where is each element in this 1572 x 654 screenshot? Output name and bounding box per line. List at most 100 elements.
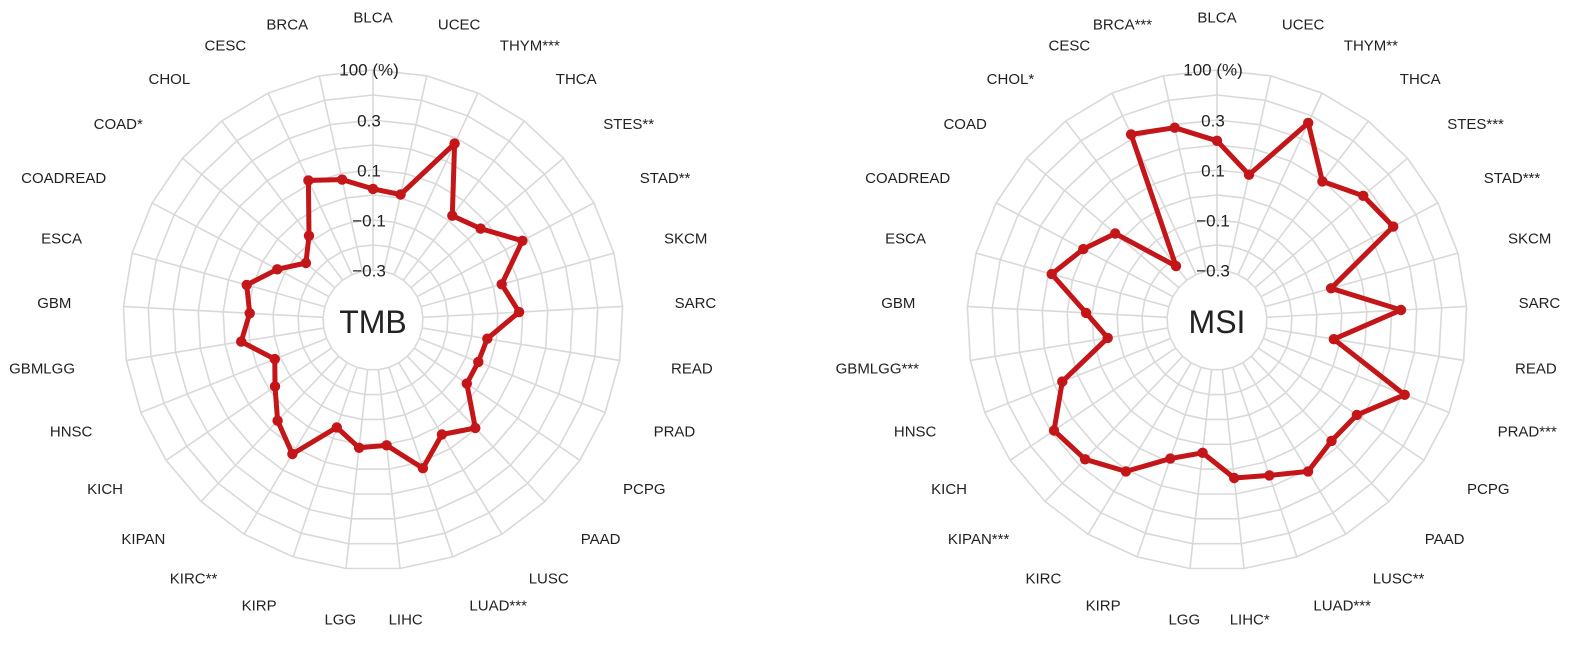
tmb-grid-spoke: [318, 75, 364, 272]
msi-grid-ring: [1091, 194, 1343, 446]
msi-data-point: [1110, 228, 1121, 239]
tmb-ring-labels: 100 (%) 0.3 0.1 −0.1 −0.3: [339, 61, 399, 281]
msi-category-label: CHOL*: [987, 71, 1035, 88]
tmb-grid-spoke: [416, 202, 595, 298]
tmb-category-label: CESC: [205, 37, 247, 54]
msi-grid-ring: [1041, 144, 1393, 495]
tmb-ring-label: 0.1: [357, 162, 381, 181]
msi-data-point: [1358, 190, 1369, 201]
msi-ring-label: 0.1: [1201, 162, 1225, 181]
tmb-data-point: [496, 279, 507, 290]
msi-category-label: STES***: [1447, 116, 1504, 133]
msi-grid-spoke: [1250, 355, 1390, 503]
tmb-data-point: [244, 308, 255, 319]
tmb-radar-grid: [122, 69, 624, 570]
msi-data-point: [1169, 122, 1180, 133]
msi-grid-spoke: [1263, 337, 1450, 414]
msi-category-label: SKCM: [1508, 231, 1551, 248]
msi-category-label: KIRC: [1025, 570, 1061, 587]
tmb-data-point: [447, 210, 458, 221]
tmb-category-label: GBMLGG: [9, 360, 75, 377]
tmb-data-point: [473, 356, 484, 368]
msi-category-label: LGG: [1168, 612, 1200, 629]
tmb-data-point: [300, 257, 312, 269]
tmb-data-point: [331, 422, 342, 433]
msi-category-labels: BLCA UCEC THYM**THCA STES*** STAD*** SKCM SARC…: [836, 10, 1561, 629]
tmb-grid-spoke: [398, 362, 503, 535]
msi-ring-labels: 100 (%) 0.3 0.1 −0.1 −0.3: [1183, 61, 1243, 281]
tmb-category-label: STAD**: [640, 170, 691, 187]
tmb-grid-spoke: [292, 367, 358, 558]
msi-data-point: [1326, 435, 1337, 447]
tmb-category-label: THCA: [556, 71, 597, 88]
msi-category-label: LUSC**: [1373, 570, 1425, 587]
msi-grid-spoke: [984, 337, 1171, 414]
msi-category-label: UCEC: [1282, 17, 1325, 34]
msi-grid-spoke: [1266, 305, 1467, 319]
tmb-category-label: BLCA: [353, 10, 392, 27]
tmb-data-point: [475, 223, 486, 234]
msi-grid-spoke: [1266, 327, 1464, 362]
msi-category-label: KICH: [931, 481, 967, 498]
tmb-category-label: STES**: [603, 116, 654, 133]
msi-category-label: KIRP: [1086, 598, 1121, 615]
msi-data-point: [1211, 135, 1223, 146]
msi-grid-spoke: [1162, 75, 1208, 272]
tmb-data-point: [513, 306, 525, 318]
tmb-category-label: HNSC: [50, 423, 93, 440]
msi-data-point: [1303, 117, 1314, 129]
tmb-grid-spoke: [402, 120, 525, 281]
msi-grid-spoke: [1254, 157, 1409, 289]
msi-ring-label: 100 (%): [1183, 61, 1243, 80]
msi-category-label: STAD***: [1484, 170, 1541, 187]
tmb-grid-spoke: [422, 327, 620, 362]
msi-grid-spoke: [1025, 157, 1180, 289]
tmb-data-point: [367, 183, 379, 195]
tmb-grid-spoke: [243, 362, 348, 535]
tmb-category-label: ESCA: [41, 231, 82, 248]
msi-grid-spoke: [1111, 92, 1197, 275]
tmb-grid-ring: [147, 94, 599, 545]
msi-data-point: [1264, 470, 1275, 481]
tmb-category-label: PRAD: [654, 423, 696, 440]
msi-grid-spoke: [1260, 202, 1439, 298]
tmb-data-point: [517, 235, 528, 246]
tmb-grid-spoke: [420, 252, 615, 308]
msi-chart-title: MSI: [1189, 304, 1246, 340]
tmb-ring-label: −0.3: [352, 262, 386, 281]
tmb-category-label: LUSC: [529, 570, 569, 587]
tmb-data-point: [417, 463, 429, 474]
tmb-grid-spoke: [419, 337, 606, 414]
msi-radar-panel: 100 (%) 0.3 0.1 −0.1 −0.3 BLCA UCEC THYM**THCA…: [836, 10, 1561, 629]
msi-data-point: [1046, 268, 1057, 280]
msi-grid-ring: [1166, 269, 1268, 371]
tmb-grid-ring: [122, 69, 624, 570]
tmb-grid-spoke: [123, 305, 324, 319]
msi-grid-spoke: [1257, 347, 1425, 461]
tmb-data-point: [381, 440, 392, 451]
tmb-category-label: PAAD: [581, 531, 621, 548]
tmb-ring-label: −0.1: [352, 212, 386, 231]
msi-grid-spoke: [1246, 120, 1369, 281]
msi-data-point: [1048, 425, 1060, 436]
tmb-grid-ring: [272, 219, 474, 421]
msi-data-point: [1078, 243, 1089, 255]
msi-data-point: [1317, 176, 1328, 187]
tmb-grid-spoke: [131, 252, 326, 308]
tmb-category-label: BRCA: [266, 17, 308, 34]
msi-grid-spoke: [1044, 355, 1184, 503]
msi-data-point: [1328, 334, 1340, 345]
tmb-series: [236, 138, 528, 474]
msi-category-label: GBMLGG***: [836, 360, 920, 377]
msi-grid-ring: [966, 69, 1468, 570]
tmb-data-point: [336, 174, 348, 185]
msi-grid-spoke: [1264, 252, 1459, 308]
tmb-data-point: [303, 230, 315, 241]
tmb-ring-label: 100 (%): [339, 61, 399, 80]
msi-category-label: SARC: [1519, 295, 1561, 312]
tmb-data-point: [353, 442, 365, 453]
msi-grid-spoke: [967, 305, 1168, 319]
tmb-grid-spoke: [393, 92, 479, 275]
tmb-grid-spoke: [126, 327, 324, 362]
tmb-grid-spoke: [151, 202, 330, 298]
